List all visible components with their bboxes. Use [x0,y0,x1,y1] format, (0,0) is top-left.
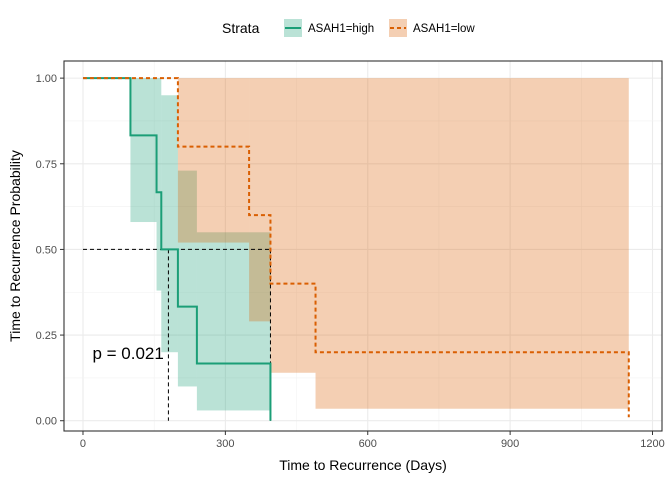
ci-band-0 [161,95,178,353]
ci-band-1 [270,78,316,373]
ci-band-0 [130,78,157,223]
p-value-annotation: p = 0.021 [92,344,163,363]
y-tick-label: 0.75 [36,159,57,171]
legend-title: Strata [222,20,260,36]
x-tick-label: 1200 [640,438,664,450]
plot-border [63,60,663,432]
legend-label: ASAH1=low [413,23,475,35]
legend-label: ASAH1=high [308,23,374,35]
legend: Strata ASAH1=high ASAH1=low [222,19,475,37]
grid [64,61,662,431]
plot-panel [64,61,662,431]
y-axis-title: Time to Recurrence Probability [7,150,23,342]
x-axis-ticks: 0 300 600 900 1200 [80,431,665,450]
survival-curve-1 [82,77,630,418]
ci-band-0 [156,78,162,291]
y-tick-label: 0.50 [36,244,57,256]
y-tick-label: 0.00 [36,416,57,428]
x-axis-title: Time to Recurrence (Days) [279,457,447,473]
x-tick-label: 600 [359,438,377,450]
y-axis-ticks: 0.00 0.25 0.50 0.75 1.00 [36,73,64,428]
survival-curve-0 [82,77,272,421]
x-tick-label: 900 [501,438,519,450]
x-tick-label: 300 [216,438,234,450]
confidence-bands [130,78,629,411]
ci-band-1 [249,78,271,322]
survival-curves [82,77,630,421]
x-tick-label: 0 [80,438,86,450]
ci-band-0 [177,170,197,387]
y-tick-label: 1.00 [36,73,57,85]
ci-band-1 [177,78,250,243]
y-tick-label: 0.25 [36,330,57,342]
ci-band-1 [315,78,629,409]
ci-band-0 [196,232,271,411]
